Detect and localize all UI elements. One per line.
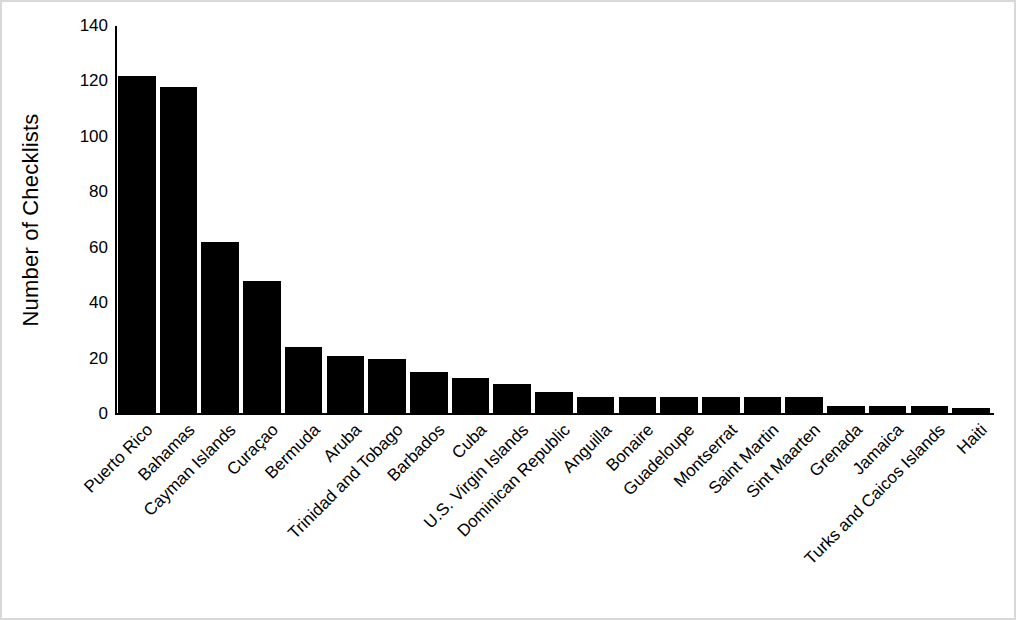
y-tick-label: 20 <box>48 349 108 369</box>
bar-bahamas <box>160 87 198 414</box>
bar-dominican-republic <box>535 392 573 414</box>
y-axis <box>115 26 117 415</box>
bar-haiti <box>952 408 990 414</box>
bar-chart: Number of Checklists 020406080100120140 … <box>0 0 1016 620</box>
y-tick-label: 140 <box>48 16 108 36</box>
y-tick-label: 120 <box>48 71 108 91</box>
bar-u-s-virgin-islands <box>493 384 531 414</box>
bar-cayman-islands <box>201 242 239 414</box>
bar-trinidad-and-tobago <box>368 359 406 414</box>
bar-saint-martin <box>744 397 782 414</box>
bar-barbados <box>410 372 448 414</box>
y-axis-title: Number of Checklists <box>18 113 44 326</box>
bar-guadeloupe <box>660 397 698 414</box>
bar-jamaica <box>869 406 907 414</box>
plot-area: Number of Checklists 020406080100120140 … <box>2 2 1014 618</box>
bar-bermuda <box>285 347 323 414</box>
x-axis-label: Haiti <box>954 421 991 458</box>
bar-cuba <box>452 378 490 414</box>
bar-anguilla <box>577 397 615 414</box>
y-tick-label: 0 <box>48 404 108 424</box>
bar-turks-and-caicos-islands <box>911 406 949 414</box>
y-tick-label: 80 <box>48 182 108 202</box>
y-tick-label: 100 <box>48 127 108 147</box>
y-tick-label: 60 <box>48 238 108 258</box>
bar-sint-maarten <box>785 397 823 414</box>
bar-grenada <box>827 406 865 414</box>
bar-bonaire <box>619 397 657 414</box>
bar-cura-ao <box>243 281 281 414</box>
y-tick-label: 40 <box>48 293 108 313</box>
bar-puerto-rico <box>118 76 156 414</box>
bar-montserrat <box>702 397 740 414</box>
bar-aruba <box>327 356 365 414</box>
